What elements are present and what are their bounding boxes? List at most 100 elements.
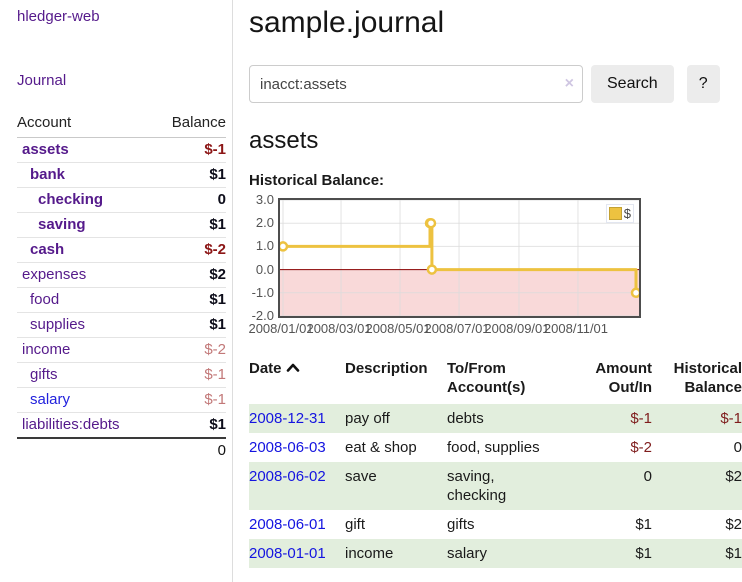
transaction-balance: $-1 [720,410,742,427]
y-tick-label: 2.0 [255,215,274,231]
account-balance: $-2 [153,237,226,263]
x-tick-label: 2008/11/01 [543,321,609,336]
account-row: supplies $1 [17,312,226,338]
transaction-description: eat & shop [345,439,417,456]
account-balance: $-2 [153,337,226,363]
transaction-balance: $2 [725,468,742,485]
balance-chart-plot [280,200,639,316]
account-link[interactable]: salary [30,391,71,408]
account-row: cash $-2 [17,237,226,263]
account-link[interactable]: food [30,291,60,308]
transaction-amount: 0 [643,468,652,485]
account-row: liabilities:debts $1 [17,412,226,439]
account-link[interactable]: bank [30,166,66,183]
transaction-amount: $1 [635,516,652,533]
search-form: × Search ? [249,65,735,103]
account-balance: $1 [153,287,226,313]
account-link[interactable]: gifts [30,366,58,383]
register-header-date: Date [249,359,345,404]
accounts-total-row: 0 [17,437,226,463]
account-balance: $-1 [153,362,226,388]
y-tick-label: 1.0 [255,238,274,254]
transaction-description: income [345,545,394,562]
account-link[interactable]: cash [30,241,65,258]
account-balance: $-1 [153,137,226,163]
transaction-accounts: gifts [447,516,475,533]
register-header-amount: Amount Out/In [595,360,652,396]
transaction-accounts: debts [447,410,484,427]
account-row: gifts $-1 [17,362,226,388]
transaction-row: 2008-06-01 gift gifts $1 $2 [249,510,742,539]
transaction-date-link[interactable]: 2008-12-31 [249,410,326,427]
account-row: expenses $2 [17,262,226,288]
search-button[interactable]: Search [591,65,674,103]
transaction-balance: $2 [725,516,742,533]
account-row: saving $1 [17,212,226,238]
x-tick-label: 2008/01/01 [248,321,314,336]
account-row: salary $-1 [17,387,226,413]
account-link[interactable]: supplies [30,316,86,333]
transaction-date-link[interactable]: 2008-06-02 [249,468,326,485]
account-row: bank $1 [17,162,226,188]
transaction-row: 2008-01-01 income salary $1 $1 [249,539,742,568]
sidebar-item-journal[interactable]: Journal [17,72,67,89]
accounts-table-body: assets $-1 bank $1 checking 0 [17,137,226,463]
transaction-amount: $-1 [630,410,652,427]
account-row: income $-2 [17,337,226,363]
x-tick-label: 2008/03/01 [306,321,372,336]
main-content: sample.journal × Search ? assets Histori… [234,0,742,582]
chart-plot-area[interactable]: $ [278,198,641,318]
account-link[interactable]: assets [22,141,69,158]
transaction-row: 2008-06-03 eat & shop food, supplies $-2… [249,433,742,462]
clear-search-icon[interactable]: × [564,75,574,92]
app-title-link[interactable]: hledger-web [17,8,100,25]
transaction-accounts: food, supplies [447,439,540,456]
transaction-description: gift [345,516,366,533]
y-tick-label: 3.0 [255,192,274,207]
help-button[interactable]: ? [686,65,720,103]
chart-legend: $ [605,204,634,223]
account-link[interactable]: expenses [22,266,87,283]
chart-x-axis-labels: 2008/01/01 2008/03/01 2008/05/01 2008/07/01… [248,321,641,339]
account-balance: $1 [153,162,226,188]
chart-section-label: Historical Balance: [249,172,385,189]
account-row: assets $-1 [17,137,226,163]
transaction-description: pay off [345,410,390,427]
account-row: checking 0 [17,187,226,213]
transaction-description: save [345,468,377,485]
account-balance: $1 [153,212,226,238]
page-title: sample.journal [249,6,445,39]
series-swatch-icon [608,207,622,220]
transaction-accounts: saving, checking [447,468,507,504]
accounts-total-value: 0 [153,437,226,463]
register-account-title: assets [249,127,319,154]
transaction-row: 2008-06-02 save saving, checking 0 $2 [249,462,742,510]
series-label: $ [623,206,631,221]
account-link[interactable]: income [22,341,71,358]
account-row: food $1 [17,287,226,313]
transaction-balance: $1 [725,545,742,562]
sidebar: hledger-web Journal Account Balance asse… [0,0,233,582]
account-link[interactable]: saving [38,216,86,233]
transaction-date-link[interactable]: 2008-06-01 [249,516,326,533]
register-header-accounts: To/From Account(s) [447,360,526,396]
accounts-header-account: Account [17,112,154,138]
accounts-header-balance: Balance [153,112,226,138]
account-link[interactable]: liabilities:debts [22,416,120,433]
transaction-date-link[interactable]: 2008-06-03 [249,439,326,456]
transaction-row: 2008-12-31 pay off debts $-1 $-1 [249,404,742,433]
account-balance: 0 [153,187,226,213]
search-input[interactable] [249,65,583,103]
x-tick-label: 2008/07/01 [424,321,490,336]
chart-y-axis-labels: 3.0 2.0 1.0 0.0 -1.0 -2.0 [244,193,274,323]
register-table: Date Description To/From Account(s) Amou… [249,359,742,568]
y-tick-label: -1.0 [251,284,274,300]
transaction-date-link[interactable]: 2008-01-01 [249,545,326,562]
y-tick-label: -2.0 [251,308,274,323]
transaction-amount: $1 [635,545,652,562]
sort-ascending-icon [286,359,300,378]
account-balance: $1 [153,412,226,439]
account-link[interactable]: checking [38,191,104,208]
transaction-accounts: salary [447,545,488,562]
transaction-balance: 0 [733,439,742,456]
